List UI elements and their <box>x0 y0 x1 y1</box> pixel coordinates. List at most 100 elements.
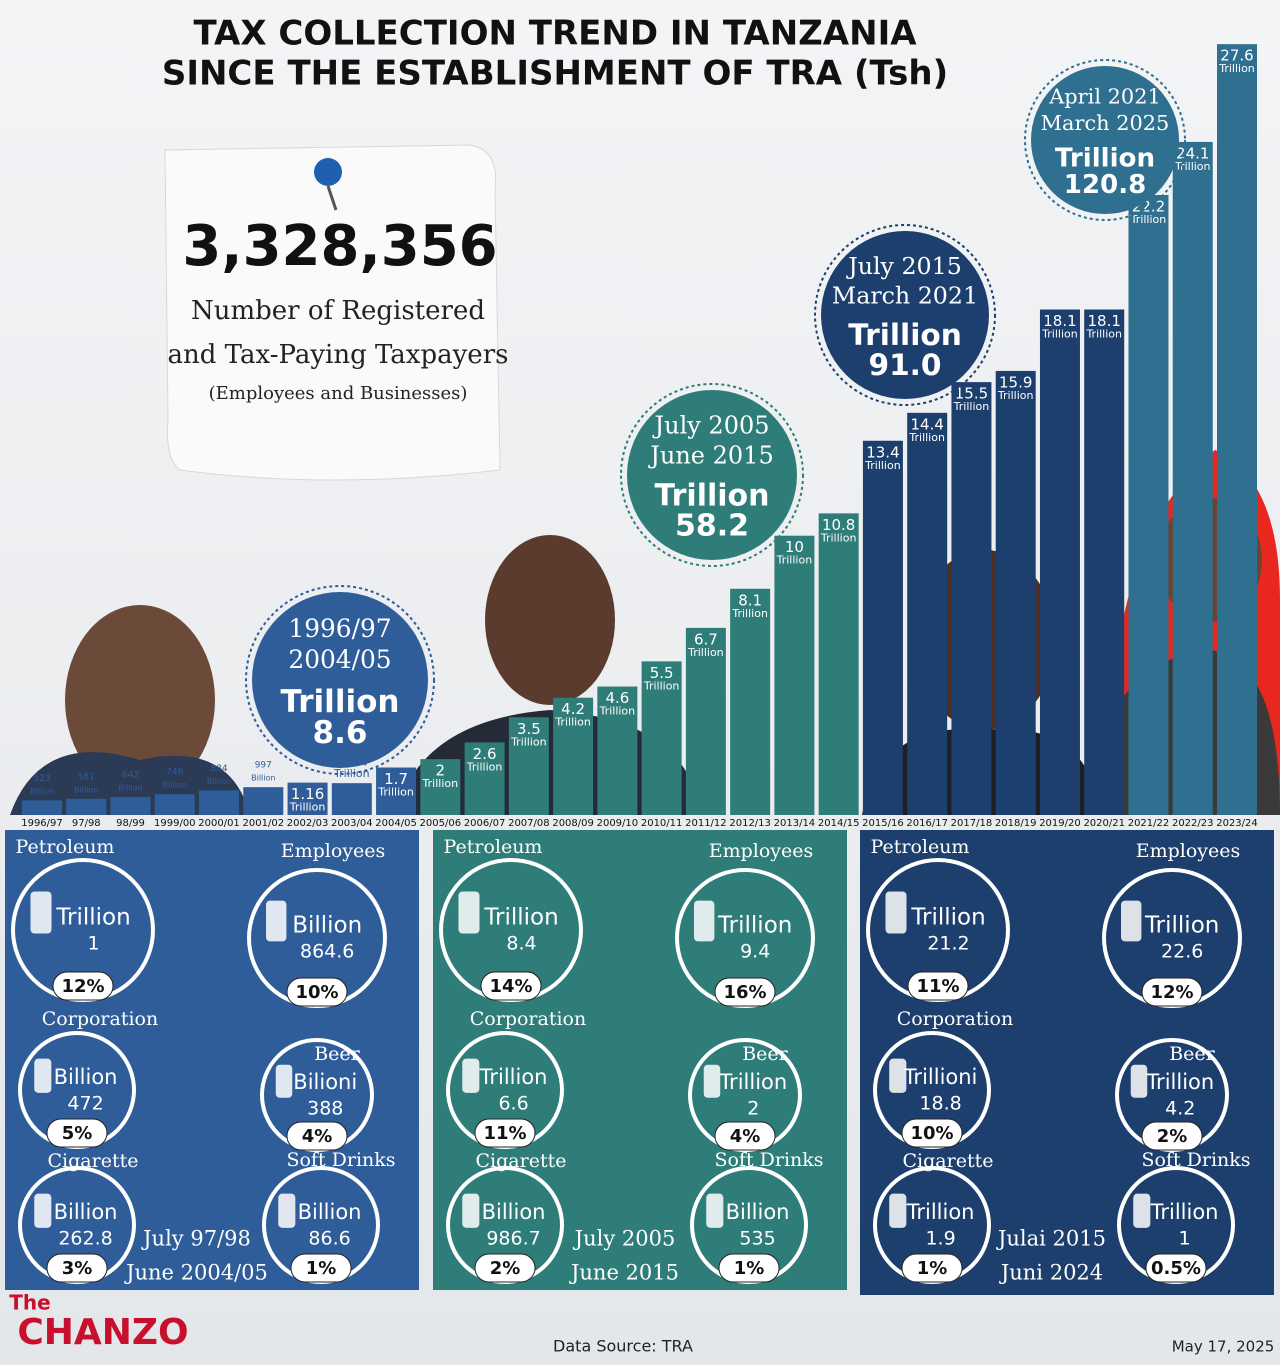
panel <box>860 830 1274 1295</box>
x-tick-label: 2010/11 <box>641 818 683 829</box>
bar <box>22 800 62 815</box>
era-ring <box>620 383 804 567</box>
x-tick-label: 2006/07 <box>464 818 506 829</box>
item-share: 10% <box>295 982 338 1003</box>
share-pill <box>290 1253 352 1283</box>
era-period: 1996/97 <box>288 614 391 643</box>
item-share: 11% <box>483 1123 526 1144</box>
share-pill <box>480 971 542 1001</box>
bar-value-label: 4.6 <box>605 689 629 707</box>
bar-value-label: 2 <box>436 762 446 780</box>
taxpayer-label: and Tax-Paying Taxpayers <box>168 340 509 370</box>
bar <box>907 412 948 815</box>
panel <box>5 830 419 1290</box>
item-value: 4.2 <box>1165 1098 1195 1120</box>
item-unit: Billion <box>54 1200 118 1224</box>
era-unit: Trillion <box>280 684 399 720</box>
share-pill <box>474 1118 536 1148</box>
share-pill <box>718 1253 780 1283</box>
bar-unit-label: Trillion <box>731 607 768 620</box>
pin <box>314 158 342 186</box>
bar <box>154 794 195 815</box>
item-share: 2% <box>490 1258 521 1279</box>
item-name: Soft Drinks <box>286 1149 395 1171</box>
bar-value-label: 5.5 <box>650 664 674 682</box>
era-ring <box>245 585 435 775</box>
x-tick-label: 2001/02 <box>243 818 285 829</box>
share-pill <box>714 1121 776 1151</box>
x-tick-label: 2021/22 <box>1128 818 1170 829</box>
era-unit: Trillion <box>1055 144 1155 174</box>
item-unit: Trillion <box>483 905 558 931</box>
bar <box>1217 44 1257 815</box>
bar <box>1172 141 1213 815</box>
bar-value-label: 884 <box>210 764 227 774</box>
item-icon <box>1130 1064 1148 1098</box>
taxpayer-label: Number of Registered <box>191 296 485 326</box>
bar-value-label: 997 <box>255 761 272 771</box>
item-unit: Trillion <box>910 905 985 931</box>
item-unit: Billion <box>726 1200 790 1224</box>
bar <box>1039 309 1080 815</box>
era-circle <box>1031 66 1179 214</box>
share-pill <box>1141 1121 1203 1151</box>
bar <box>1084 309 1125 815</box>
item-icon <box>462 1058 480 1093</box>
item-icon <box>1133 1193 1151 1228</box>
item-unit: Trillion <box>906 1200 975 1224</box>
item-name: Employees <box>281 840 386 862</box>
share-pill <box>907 971 969 1001</box>
item-icon <box>694 900 715 942</box>
share-pill <box>901 1118 963 1148</box>
item-icon <box>278 1193 296 1228</box>
item-value: 9.4 <box>740 941 770 963</box>
item-name: Corporation <box>42 1008 158 1030</box>
bar-unit-label: Trillion <box>864 459 901 472</box>
x-tick-label: 2002/03 <box>287 818 329 829</box>
era-circle <box>821 231 989 399</box>
item-name: Petroleum <box>16 836 115 858</box>
era-circle <box>252 592 428 768</box>
share-pill <box>901 1253 963 1283</box>
bar-value-label: 581 <box>78 772 95 782</box>
item-share: 4% <box>302 1126 333 1147</box>
x-tick-label: 2005/06 <box>420 818 462 829</box>
bar-unit-label: Trillion <box>908 431 945 444</box>
item-icon <box>34 1193 52 1228</box>
bar <box>553 697 594 815</box>
title: TAX COLLECTION TREND IN TANZANIA <box>193 14 917 54</box>
bar-value-label: 746 <box>166 768 183 778</box>
bar-value-label: 6.7 <box>694 630 718 648</box>
item-share: 14% <box>489 976 532 997</box>
item-icon <box>889 1193 907 1228</box>
share-pill <box>714 977 776 1007</box>
era-total: 58.2 <box>675 509 749 544</box>
item-unit: Trillion <box>1150 1200 1219 1224</box>
bar-value-label: 24.1 <box>1176 144 1209 162</box>
source: Data Source: TRA <box>553 1337 693 1356</box>
sticky-note <box>164 144 501 481</box>
item-icon <box>1121 900 1142 942</box>
item-icon <box>703 1064 721 1098</box>
item-unit: Trillioni <box>903 1065 978 1089</box>
item-share: 3% <box>62 1258 93 1279</box>
bar-unit-label: Trillion <box>599 705 636 718</box>
item-value: 262.8 <box>58 1228 112 1250</box>
era-unit: Trillion <box>654 479 769 514</box>
item-value: 472 <box>67 1093 103 1115</box>
bar <box>730 588 771 815</box>
bar-unit-label: Trillion <box>1174 160 1211 173</box>
x-tick-label: 97/98 <box>72 818 101 829</box>
bar-value-label: 8.1 <box>738 591 762 609</box>
item-unit: Trillion <box>479 1065 548 1089</box>
item-share: 11% <box>916 976 959 997</box>
bar-value-label: 15.9 <box>999 373 1032 391</box>
x-tick-label: 2009/10 <box>597 818 639 829</box>
bar <box>995 370 1036 815</box>
bar-unit-label: Billion <box>207 777 231 786</box>
item-name: Corporation <box>897 1008 1013 1030</box>
item-share: 12% <box>61 976 104 997</box>
bar-value-label: 10 <box>785 538 804 556</box>
item-share: 16% <box>723 982 766 1003</box>
item-name: Employees <box>709 840 814 862</box>
